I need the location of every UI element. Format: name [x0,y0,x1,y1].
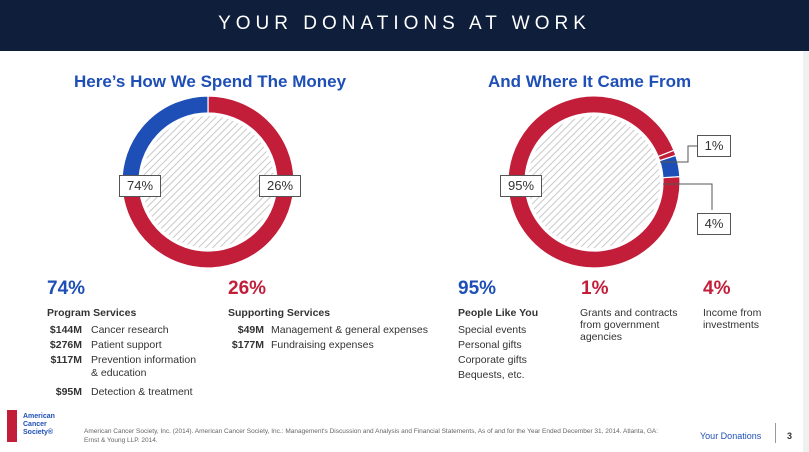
page-number: 3 [787,431,793,441]
slice-label-95: 95% [500,175,542,197]
investments-pct: 4% [703,278,731,299]
investments-line: Income from [703,307,762,319]
people-item: Corporate gifts [458,354,527,366]
people-item: Special events [458,324,527,336]
item-amount: $95M [55,386,82,398]
grants-line: agencies [580,331,623,343]
item-label: Cancer research [91,324,169,336]
slice-label-1: 1% [697,135,731,157]
spend-section-title: Here’s How We Spend The Money [74,72,347,91]
people-pct: 95% [458,278,497,299]
logo-line: Cancer [23,421,47,428]
grants-pct: 1% [581,278,609,299]
people-item: Personal gifts [458,339,522,351]
footnote-line: American Cancer Society, Inc. (2014). Am… [84,428,659,435]
slice-label-26: 26% [259,175,301,197]
item-amount: $144M [49,324,82,336]
acs-logo: American Cancer Society® [7,410,69,442]
callout-line-4pct [663,183,713,210]
slice-label-74: 74% [119,175,161,197]
logo-text: American Cancer Society® [23,413,55,437]
scrollbar[interactable] [803,51,809,452]
slice-label-4: 4% [697,213,731,235]
logo-mark-icon [7,410,17,442]
item-label: Detection & treatment [91,386,193,398]
item-label: Management & general expenses [271,324,429,336]
footer-divider [775,423,776,443]
item-amount: $117M [50,354,82,366]
source-section-title: And Where It Came From [488,72,692,91]
logo-line: American [23,413,55,420]
source-donut-center [528,116,660,248]
item-label: Fundraising expenses [271,339,374,351]
footnote-line: Ernst & Young LLP. 2014. [84,437,158,444]
item-label-cont: & education [91,367,147,379]
supporting-pct: 26% [228,278,267,299]
spend-donut-center [142,116,274,248]
grants-line: from government [580,319,660,331]
header-bar: YOUR DONATIONS AT WORK [0,0,809,51]
item-amount: $49M [237,324,264,336]
item-amount: $177M [231,339,264,351]
program-title: Program Services [47,307,137,319]
item-label: Patient support [91,339,162,351]
logo-line: Society® [23,429,54,436]
slice-grants [507,95,681,269]
program-pct: 74% [47,278,86,299]
people-title: People Like You [458,307,539,319]
callout-line-1pct [660,145,700,163]
people-item: Bequests, etc. [458,369,525,381]
grants-line: Grants and contracts [580,307,678,319]
source-footnote: American Cancer Society, Inc. (2014). Am… [84,427,684,445]
investments-line: investments [703,319,760,331]
page-title: YOUR DONATIONS AT WORK [218,13,591,34]
footer-section-label: Your Donations [700,431,762,441]
item-label: Prevention information [91,354,197,366]
supporting-title: Supporting Services [228,307,331,319]
item-amount: $276M [49,339,82,351]
